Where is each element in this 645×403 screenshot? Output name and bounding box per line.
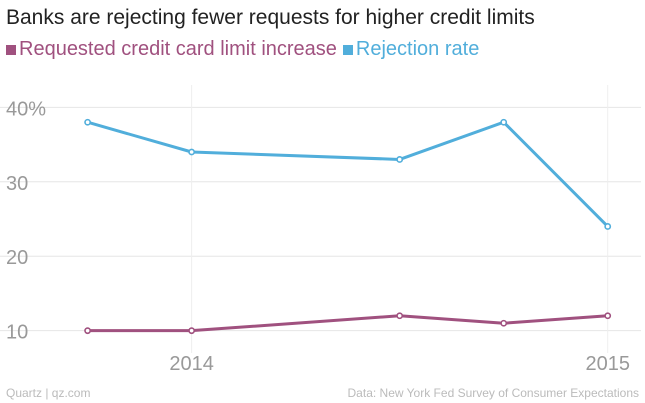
y-tick-label: 20 [6, 247, 28, 269]
data-point-credit-limit [396, 312, 404, 320]
data-point-rejection-rate [604, 223, 612, 230]
data-point-rejection-rate [396, 156, 404, 163]
series-line-credit-limit [86, 314, 610, 333]
series-line-rejection-rate [86, 120, 610, 228]
data-point-credit-limit [604, 312, 612, 320]
data-point-rejection-rate [500, 118, 508, 126]
legend-label-rejection-rate: Rejection rate [355, 38, 480, 60]
y-tick-label: 10 [6, 322, 28, 344]
legend-item-credit-limit: Requested credit card limit increase [6, 38, 337, 61]
legend-item-rejection-rate: Rejection rate [342, 38, 480, 61]
data-point-rejection-rate [84, 118, 92, 126]
y-tick-label: 30 [6, 173, 28, 195]
x-tick-label: 2014 [169, 353, 214, 375]
data-point-credit-limit [188, 327, 196, 335]
data-source: Data: New York Fed Survey of Consumer Ex… [347, 386, 639, 400]
y-tick-label: 40% [6, 98, 46, 120]
data-point-credit-limit [84, 327, 92, 335]
legend: Requested credit card limit increase Rej… [6, 38, 485, 61]
legend-swatch-rejection-rate [342, 44, 353, 55]
legend-swatch-credit-limit [6, 44, 16, 55]
data-point-credit-limit [500, 319, 508, 327]
x-tick-label: 2015 [585, 353, 630, 375]
chart-title: Banks are rejecting fewer requests for h… [6, 6, 535, 29]
legend-label-credit-limit: Requested credit card limit increase [19, 38, 337, 60]
source-credit: Quartz | qz.com [6, 386, 91, 400]
data-point-rejection-rate [188, 148, 196, 156]
